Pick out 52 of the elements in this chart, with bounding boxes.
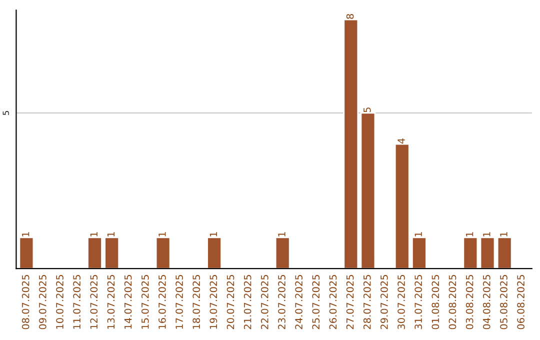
bar <box>274 236 290 269</box>
x-tick-label: 24.07.2025 <box>295 275 302 330</box>
x-tick-label: 05.08.2025 <box>500 275 508 330</box>
bar <box>18 236 34 269</box>
bar <box>496 236 512 269</box>
data-label: 1 <box>500 232 508 236</box>
x-tick-label: 21.07.2025 <box>244 275 252 330</box>
data-label: 4 <box>398 138 405 144</box>
bar <box>360 112 376 269</box>
x-tick-label: 25.07.2025 <box>312 275 320 330</box>
bar <box>206 236 222 269</box>
bar <box>155 236 171 269</box>
data-label: 1 <box>22 232 30 236</box>
x-tick-label: 12.07.2025 <box>90 275 98 329</box>
bar <box>462 236 478 269</box>
x-tick-label: 29.07.2025 <box>380 275 388 330</box>
x-tick-label: 18.07.2025 <box>192 275 200 329</box>
data-label: 1 <box>158 232 166 236</box>
x-tick-label: 01.08.2025 <box>432 275 440 330</box>
x-tick-label: 20.07.2025 <box>226 275 234 330</box>
data-label: 1 <box>414 232 422 236</box>
x-tick-label: 11.07.2025 <box>73 275 80 329</box>
data-label: 1 <box>210 232 217 236</box>
x-tick-label: 22.07.2025 <box>260 275 268 330</box>
x-tick-label: 31.07.2025 <box>414 275 422 330</box>
x-tick-label: 02.08.2025 <box>448 275 456 330</box>
x-tick-label: 15.07.2025 <box>141 275 149 329</box>
data-label: 1 <box>107 232 115 236</box>
x-tick-label: 17.07.2025 <box>176 275 183 329</box>
x-tick-label: 16.07.2025 <box>158 275 166 329</box>
x-tick-label: 19.07.2025 <box>210 275 218 329</box>
data-label: 5 <box>364 108 371 112</box>
x-tick-label: 26.07.2025 <box>329 275 337 330</box>
x-tick-label: 08.07.2025 <box>22 275 30 330</box>
data-label: 1 <box>278 232 286 236</box>
data-label: 1 <box>466 232 474 236</box>
bar <box>343 18 359 269</box>
x-tick-label: 23.07.2025 <box>278 275 286 330</box>
x-tick-label: 30.07.2025 <box>398 275 405 330</box>
data-label: 1 <box>483 232 490 236</box>
x-tick-label: 27.07.2025 <box>346 275 354 330</box>
bar <box>480 236 496 269</box>
x-tick-label: 03.08.2025 <box>466 275 474 330</box>
x-tick-label: 09.07.2025 <box>38 275 46 330</box>
x-tick-label: 28.07.2025 <box>363 275 371 330</box>
x-tick-label: 04.08.2025 <box>482 275 490 330</box>
data-label: 1 <box>90 232 98 236</box>
x-tick-label: 06.08.2025 <box>517 275 524 330</box>
x-tick-label: 13.07.2025 <box>107 275 115 329</box>
x-tick-label: 10.07.2025 <box>56 275 64 329</box>
data-label: 8 <box>346 14 354 19</box>
x-tick-label: 14.07.2025 <box>124 275 132 329</box>
